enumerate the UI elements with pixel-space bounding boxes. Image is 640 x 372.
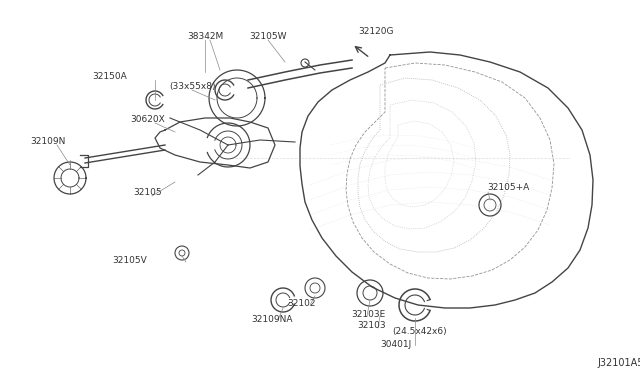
Text: 32105W: 32105W: [249, 32, 287, 41]
Text: 32109N: 32109N: [30, 137, 66, 146]
Text: 30620X: 30620X: [131, 115, 165, 124]
Text: 32103E: 32103E: [351, 310, 385, 319]
Text: 32105: 32105: [134, 188, 163, 197]
Text: 32105+A: 32105+A: [487, 183, 529, 192]
Text: 30401J: 30401J: [380, 340, 412, 349]
Text: 32102: 32102: [288, 299, 316, 308]
Text: 32109NA: 32109NA: [252, 315, 292, 324]
Text: J32101A5: J32101A5: [597, 358, 640, 368]
Text: (24.5x42x6): (24.5x42x6): [393, 327, 447, 336]
Text: 32105V: 32105V: [113, 256, 147, 265]
Text: 32120G: 32120G: [358, 27, 394, 36]
Text: 32103: 32103: [358, 321, 387, 330]
Text: (33x55x8): (33x55x8): [169, 82, 215, 91]
Text: 38342M: 38342M: [187, 32, 223, 41]
Text: 32150A: 32150A: [93, 72, 127, 81]
